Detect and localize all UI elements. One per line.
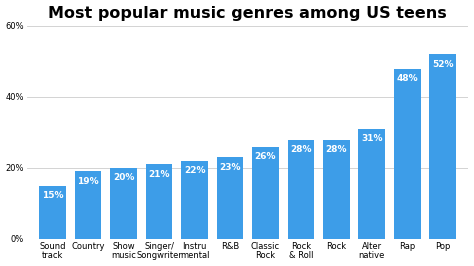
Bar xyxy=(110,168,137,239)
Text: 23%: 23% xyxy=(219,163,241,172)
Text: 28%: 28% xyxy=(326,145,347,154)
Text: 15%: 15% xyxy=(42,191,64,200)
Text: 31%: 31% xyxy=(361,134,383,143)
Bar xyxy=(146,164,173,239)
Bar xyxy=(394,69,420,239)
Bar xyxy=(181,161,208,239)
Bar xyxy=(288,140,314,239)
Text: 20%: 20% xyxy=(113,173,134,182)
Bar xyxy=(429,54,456,239)
Bar xyxy=(39,186,66,239)
Text: 48%: 48% xyxy=(396,74,418,83)
Text: 26%: 26% xyxy=(255,152,276,161)
Bar xyxy=(252,147,279,239)
Text: 52%: 52% xyxy=(432,60,454,69)
Bar xyxy=(217,157,243,239)
Bar xyxy=(323,140,350,239)
Text: 21%: 21% xyxy=(148,170,170,179)
Text: 28%: 28% xyxy=(290,145,311,154)
Title: Most popular music genres among US teens: Most popular music genres among US teens xyxy=(48,6,447,20)
Bar xyxy=(75,172,101,239)
Text: 19%: 19% xyxy=(77,177,99,186)
Text: 22%: 22% xyxy=(184,166,205,175)
Bar xyxy=(358,129,385,239)
